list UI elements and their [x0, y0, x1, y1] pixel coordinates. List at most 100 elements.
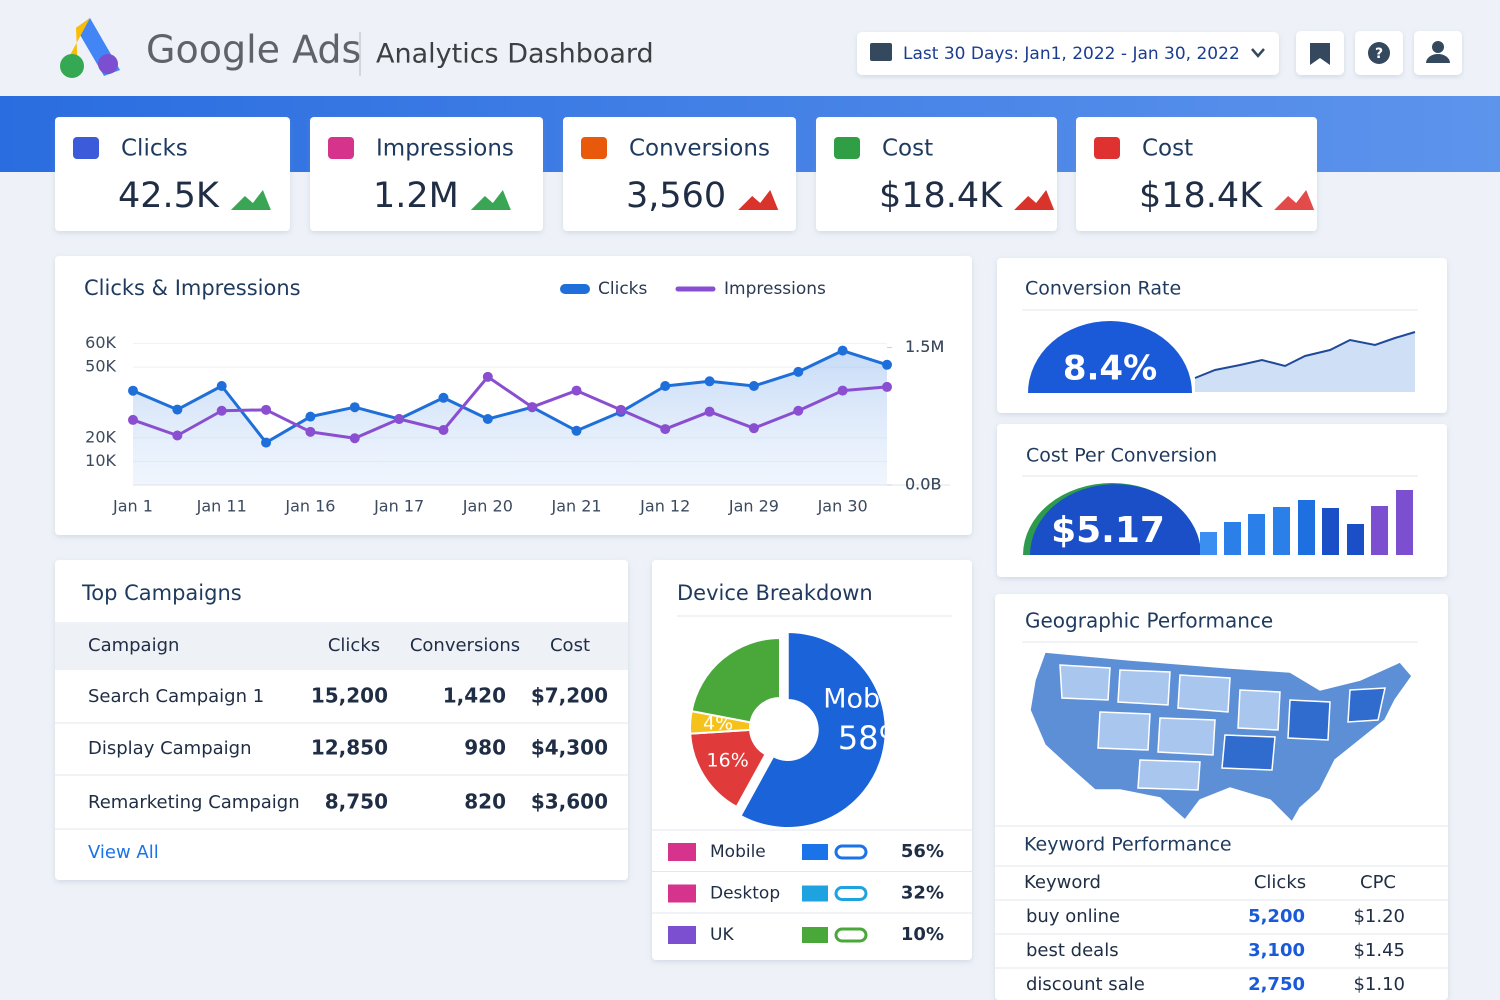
point [793, 405, 804, 416]
table-cell: best deals [1026, 940, 1119, 961]
kpi-value: 1.2M [373, 176, 459, 216]
point [882, 381, 892, 392]
kpi-value: 3,560 [626, 176, 726, 216]
pie-slice [690, 636, 781, 724]
kpi-icon [328, 137, 354, 159]
kpi-label: Cost [882, 136, 933, 162]
kpi-label: Impressions [376, 136, 514, 162]
table-cell: 2,750 [1248, 974, 1305, 995]
icon-help[interactable]: ? [1355, 31, 1403, 75]
point [482, 414, 493, 424]
y2-tick-label: 1.5M [905, 337, 944, 356]
line [132, 375, 888, 440]
table-cell: $7,200 [531, 684, 608, 708]
kpi-icon [581, 137, 607, 159]
point [349, 402, 360, 413]
table-cell: 1,420 [443, 684, 506, 708]
x-tick-label: Jan 11 [196, 497, 247, 516]
device-icon [668, 843, 696, 861]
point [349, 433, 360, 444]
point [172, 404, 183, 415]
trend-icon [1014, 190, 1055, 210]
point [305, 411, 316, 422]
icon-user[interactable] [1414, 31, 1462, 75]
point [261, 404, 272, 415]
table-cell: 5,200 [1248, 906, 1305, 927]
mini-bars [1200, 490, 1413, 555]
table-cell: Remarketing Campaign [88, 792, 300, 813]
gauge-value: 8.4% [1063, 349, 1157, 389]
toggle-icon [834, 927, 868, 943]
chevron [1251, 48, 1265, 58]
table-cell: $1.10 [1353, 974, 1405, 995]
table-cell: discount sale [1026, 974, 1145, 995]
device-swatch [802, 885, 828, 902]
pie-slice [739, 630, 887, 829]
x-tick-label: Jan 29 [728, 497, 779, 516]
kpi-icon [834, 137, 860, 159]
kpi-icon [1094, 137, 1120, 159]
table-cell: $1.20 [1353, 906, 1405, 927]
point [438, 392, 449, 403]
point [128, 385, 138, 396]
column-header: Conversions [410, 635, 520, 656]
kpi-card [816, 117, 1057, 231]
column-header: CPC [1360, 872, 1396, 893]
trend-icon [470, 190, 511, 210]
slice-label: 58% [838, 719, 909, 757]
slice-category: Mobile [823, 683, 912, 714]
point [615, 404, 626, 415]
device-name: Mobile [710, 842, 766, 862]
point [261, 437, 272, 448]
date-picker[interactable]: Last 30 Days: Jan1, 2022 - Jan 30, 2022 [857, 32, 1279, 75]
y-tick-label: 10K [85, 451, 116, 470]
card-title: Cost Per Conversion [1026, 445, 1217, 467]
us-map [1029, 651, 1413, 824]
table-cell: 3,100 [1248, 940, 1305, 961]
point [882, 359, 892, 370]
view-all-link[interactable]: View All [88, 842, 159, 863]
device-icon [668, 884, 696, 903]
device-name: Desktop [710, 884, 780, 904]
point [128, 414, 138, 425]
table-header-band [55, 622, 628, 670]
point [793, 366, 804, 377]
svg-text:?: ? [1375, 46, 1383, 62]
legend-swatch [560, 284, 590, 294]
y-tick-label: 20K [85, 427, 116, 446]
sparkline-area [1195, 332, 1415, 392]
x-tick-label: Jan 1 [112, 497, 153, 516]
card-title: Conversion Rate [1025, 278, 1181, 300]
icon-bookmark[interactable] [1296, 31, 1344, 75]
device-share: 32% [901, 883, 944, 904]
date-box[interactable] [857, 32, 1279, 75]
gauge [1028, 321, 1192, 393]
logo [60, 18, 120, 78]
point [527, 402, 538, 413]
sparkline [1194, 331, 1416, 379]
page-title: Analytics Dashboard [376, 39, 654, 70]
table-cell: $4,300 [531, 736, 608, 760]
date-range[interactable]: Last 30 Days: Jan1, 2022 - Jan 30, 2022 [903, 44, 1240, 64]
legend-label: Impressions [724, 279, 826, 299]
trend-icon [738, 190, 779, 210]
trend-icon [1274, 190, 1315, 210]
kpi-label: Conversions [629, 136, 770, 162]
point [837, 345, 848, 356]
point [704, 406, 715, 417]
column-header: Cost [550, 635, 590, 656]
kpi-value: 42.5K [118, 176, 220, 216]
point [305, 426, 316, 437]
campaigns-card [55, 560, 628, 880]
y-tick-label: 60K [85, 333, 116, 352]
point [660, 381, 671, 391]
chart-title: Clicks & Impressions [84, 276, 301, 300]
card-title: Top Campaigns [81, 581, 242, 605]
toggle-icon [834, 844, 868, 860]
gauge [1030, 484, 1201, 555]
kpi-card [55, 117, 290, 231]
point [438, 425, 449, 435]
table-cell: buy online [1026, 906, 1120, 927]
calendar-icon [870, 43, 892, 61]
